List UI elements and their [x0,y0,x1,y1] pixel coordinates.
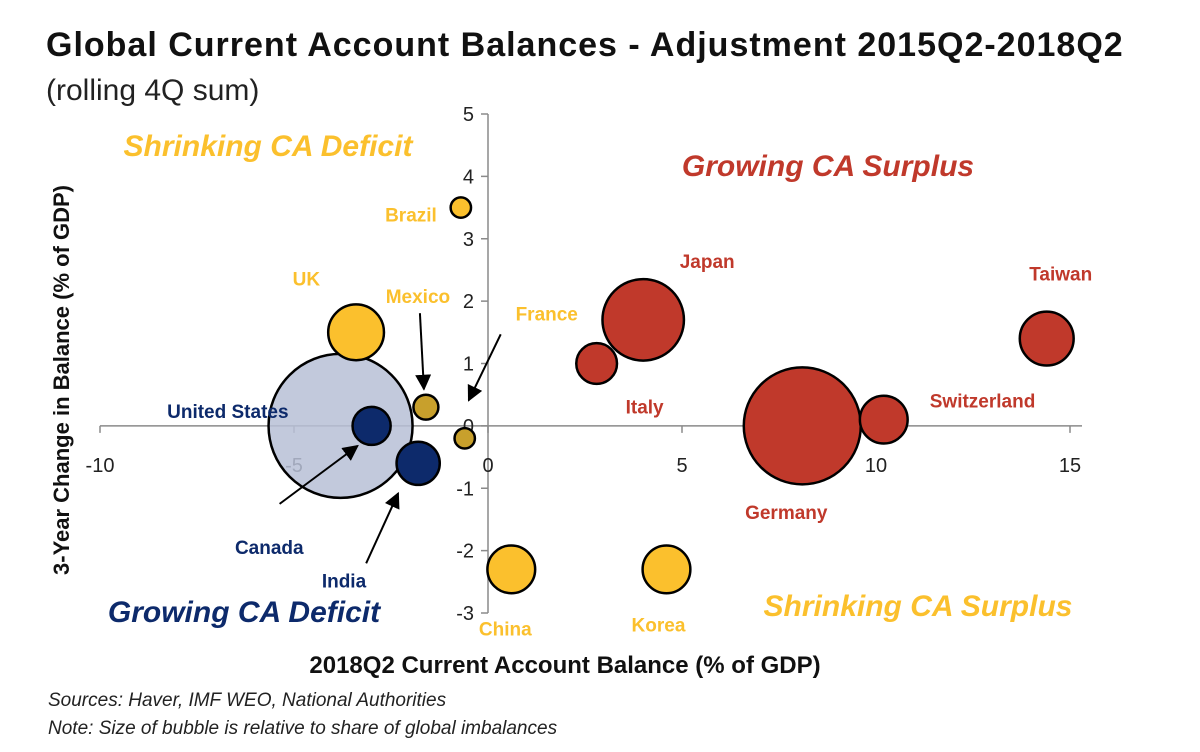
arrow-canada [279,444,359,505]
x-tick-label: -10 [86,455,115,477]
label-canada: Canada [235,538,304,559]
label-uk: UK [293,269,321,290]
x-axis-title: 2018Q2 Current Account Balance (% of GDP… [309,652,821,679]
bubble-mexico [412,393,440,421]
bubble-italy [575,341,619,386]
bubble-brazil [449,196,473,219]
quadrant-label: Growing CA Surplus [682,150,974,183]
label-mexico: Mexico [386,287,450,308]
label-brazil: Brazil [385,206,437,227]
x-tick-label: 10 [865,455,887,477]
bubble-india [395,440,442,487]
bubble-germany [742,366,863,486]
label-italy: Italy [626,398,664,419]
footer-sources: Sources: Haver, IMF WEO, National Author… [48,690,447,711]
y-axis-title: 3-Year Change in Balance (% of GDP) [49,185,74,575]
bubble-switzerland [858,394,909,445]
label-korea: Korea [632,615,686,636]
arrow-mexico [415,313,432,391]
bubble-uk [326,303,386,362]
label-france: France [516,304,578,325]
quadrant-label: Shrinking CA Surplus [764,590,1073,623]
x-tick-label: 15 [1059,455,1081,477]
y-tick-label: 5 [463,104,474,126]
page-subtitle: (rolling 4Q sum) [46,74,260,107]
bubble-canada [351,405,392,447]
label-germany: Germany [745,503,828,524]
quadrant-label: Shrinking CA Deficit [124,130,415,163]
label-india: India [322,571,367,592]
y-tick-label: 3 [463,229,474,251]
x-tick-label: 0 [482,455,493,477]
bubble-japan [601,277,686,362]
quadrant-label: Growing CA Deficit [108,596,382,629]
chart-labels: United States Canada India Mexico France UK Br… [167,206,1092,641]
chart-bubbles [267,196,1075,595]
bubble-taiwan [1018,310,1075,367]
arrow-india [365,491,400,564]
label-united-states: United States [167,402,288,423]
y-tick-label: 1 [463,354,474,376]
y-tick-label: 0 [463,416,474,438]
quadrant-labels: Shrinking CA Deficit Growing CA Surplus Gr… [108,130,1073,629]
y-tick-label: -1 [456,478,474,500]
bubble-france [453,426,477,450]
label-switzerland: Switzerland [930,392,1036,413]
label-japan: Japan [680,252,735,273]
y-tick-label: 4 [463,166,474,188]
y-tick-label: -2 [456,541,474,563]
x-tick-label: 5 [676,455,687,477]
bubble-korea [641,544,692,595]
y-tick-label: -3 [456,603,474,625]
page-title: Global Current Account Balances - Adjust… [46,26,1124,64]
label-taiwan: Taiwan [1029,265,1092,286]
y-tick-label: 2 [463,291,474,313]
footer-note: Note: Size of bubble is relative to shar… [48,718,558,739]
arrow-france [467,333,502,402]
label-china: China [479,619,532,640]
bubble-china [486,544,537,595]
